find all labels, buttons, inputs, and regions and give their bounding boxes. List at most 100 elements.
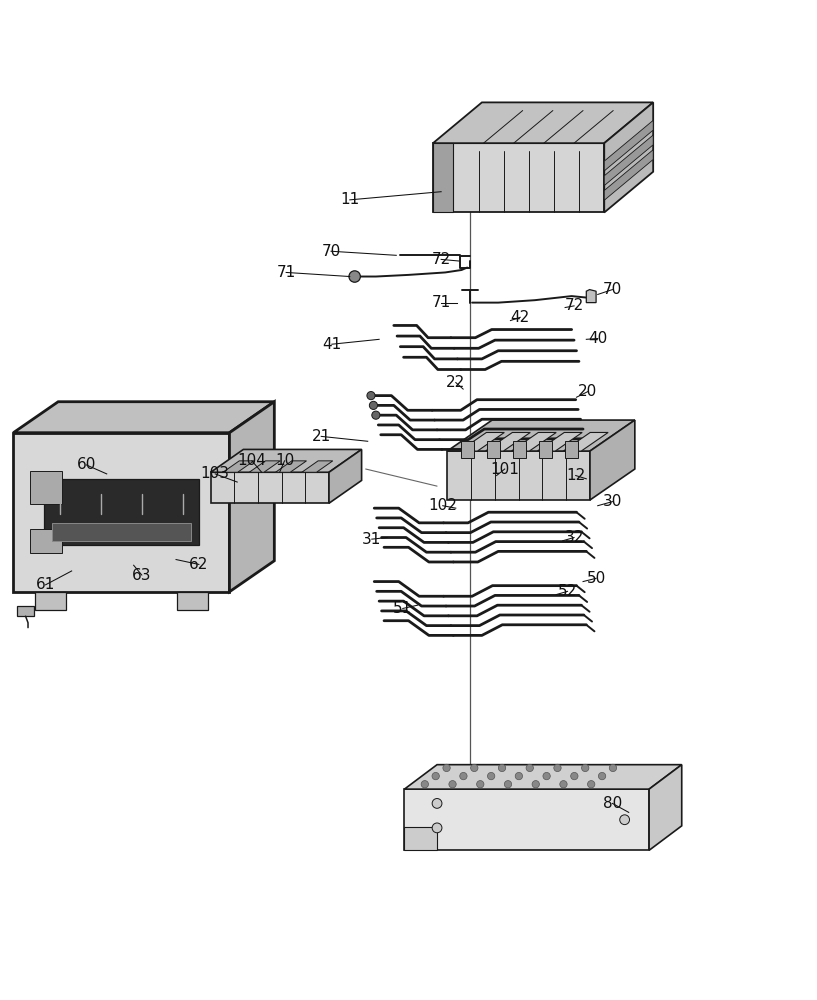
Circle shape [598, 772, 605, 780]
Polygon shape [211, 449, 362, 472]
Circle shape [488, 772, 495, 780]
Polygon shape [539, 441, 552, 458]
Text: 12: 12 [566, 468, 585, 483]
Polygon shape [511, 432, 556, 451]
Circle shape [582, 764, 589, 772]
Polygon shape [605, 102, 653, 212]
Text: 20: 20 [578, 384, 597, 399]
Polygon shape [433, 143, 453, 212]
Text: 101: 101 [490, 462, 519, 477]
Circle shape [498, 764, 506, 772]
Polygon shape [223, 461, 254, 472]
Polygon shape [433, 143, 605, 212]
Polygon shape [404, 789, 649, 850]
Polygon shape [563, 432, 608, 451]
Circle shape [554, 764, 561, 772]
Text: 40: 40 [588, 331, 607, 346]
Polygon shape [43, 479, 199, 545]
Circle shape [560, 781, 567, 788]
Circle shape [432, 772, 440, 780]
Polygon shape [459, 432, 504, 451]
Circle shape [349, 271, 360, 282]
Circle shape [532, 781, 539, 788]
Text: 80: 80 [603, 796, 622, 811]
Circle shape [369, 401, 377, 409]
Text: 71: 71 [431, 295, 451, 310]
Polygon shape [447, 451, 590, 500]
Polygon shape [34, 592, 65, 610]
Text: 22: 22 [446, 375, 466, 390]
Polygon shape [461, 441, 474, 458]
Polygon shape [177, 592, 208, 610]
Text: 70: 70 [603, 282, 622, 297]
Polygon shape [329, 449, 362, 503]
Text: 104: 104 [238, 453, 266, 468]
Circle shape [587, 781, 595, 788]
Polygon shape [404, 765, 681, 789]
Circle shape [620, 815, 630, 825]
Polygon shape [29, 529, 62, 553]
Polygon shape [249, 461, 280, 472]
Text: 61: 61 [36, 577, 56, 592]
Circle shape [570, 772, 578, 780]
Text: 103: 103 [201, 466, 230, 481]
Circle shape [432, 823, 442, 833]
Text: 50: 50 [587, 571, 605, 586]
Polygon shape [590, 420, 635, 500]
Text: 42: 42 [511, 310, 530, 325]
Circle shape [526, 764, 534, 772]
Polygon shape [230, 402, 275, 592]
Polygon shape [485, 432, 530, 451]
Text: 70: 70 [321, 244, 341, 259]
Text: 41: 41 [322, 337, 342, 352]
Polygon shape [605, 150, 653, 200]
Circle shape [443, 764, 450, 772]
Text: 51: 51 [393, 601, 413, 616]
Polygon shape [513, 441, 526, 458]
Polygon shape [29, 471, 62, 504]
Polygon shape [433, 102, 653, 143]
Text: 21: 21 [311, 429, 331, 444]
Polygon shape [487, 441, 500, 458]
Text: 72: 72 [431, 252, 451, 267]
Polygon shape [211, 472, 329, 503]
Polygon shape [447, 420, 635, 451]
Polygon shape [587, 290, 596, 303]
Text: 30: 30 [603, 494, 622, 509]
Circle shape [421, 781, 428, 788]
Polygon shape [605, 135, 653, 186]
Text: 10: 10 [275, 453, 294, 468]
Text: 63: 63 [132, 568, 151, 583]
Text: 71: 71 [276, 265, 296, 280]
Polygon shape [51, 523, 191, 541]
Circle shape [476, 781, 484, 788]
Circle shape [367, 392, 375, 400]
Text: 72: 72 [565, 298, 583, 313]
Text: 31: 31 [362, 532, 382, 547]
Polygon shape [301, 461, 333, 472]
Circle shape [471, 764, 478, 772]
Text: 60: 60 [77, 457, 96, 472]
Circle shape [609, 764, 617, 772]
Circle shape [432, 799, 442, 808]
Circle shape [449, 781, 456, 788]
Circle shape [372, 411, 380, 419]
Text: 62: 62 [190, 557, 208, 572]
Polygon shape [649, 765, 681, 850]
Polygon shape [13, 402, 275, 433]
Text: 11: 11 [340, 192, 359, 207]
Polygon shape [13, 433, 230, 592]
Circle shape [460, 772, 467, 780]
Polygon shape [404, 827, 437, 850]
Polygon shape [605, 120, 653, 171]
Circle shape [504, 781, 511, 788]
Polygon shape [275, 461, 306, 472]
Circle shape [543, 772, 551, 780]
Text: 102: 102 [428, 498, 458, 513]
Polygon shape [565, 441, 578, 458]
Text: 32: 32 [565, 530, 584, 545]
Polygon shape [538, 432, 583, 451]
Text: 52: 52 [558, 584, 577, 599]
Polygon shape [17, 606, 33, 616]
Circle shape [516, 772, 523, 780]
